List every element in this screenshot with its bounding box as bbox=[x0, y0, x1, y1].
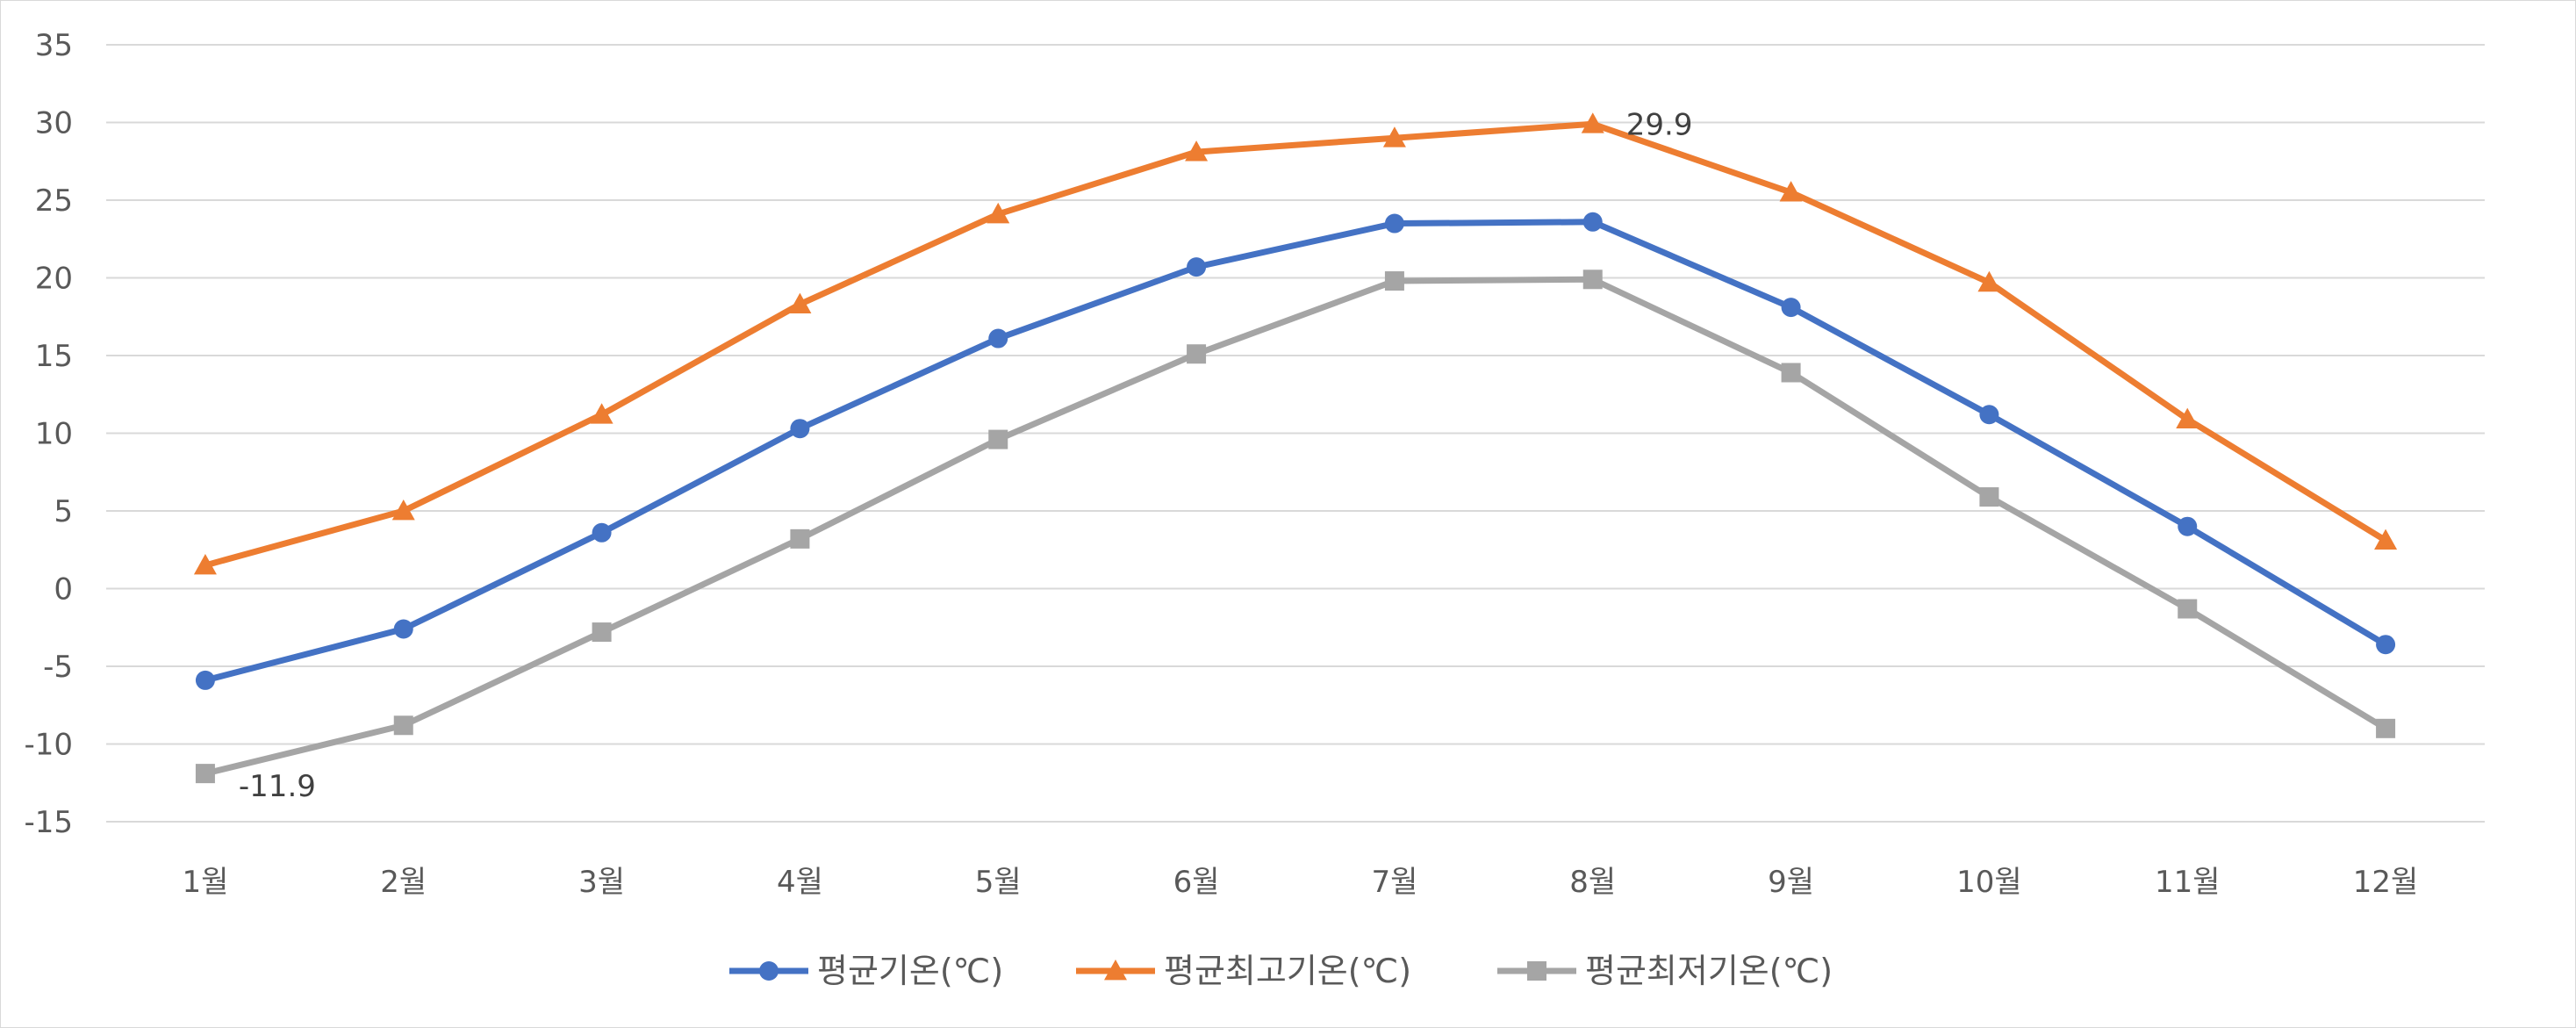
y-tick-label: 15 bbox=[35, 339, 73, 374]
x-tick-label: 9월 bbox=[1768, 865, 1814, 900]
legend-label: 평균최저기온(℃) bbox=[1585, 952, 1833, 990]
data-point-marker bbox=[1185, 140, 1209, 162]
data-point-marker bbox=[393, 715, 413, 736]
data-point-marker bbox=[2176, 407, 2199, 428]
data-point-marker bbox=[1979, 405, 1999, 425]
data-point-marker bbox=[393, 619, 413, 639]
data-point-marker bbox=[1187, 257, 1207, 277]
data-point-marker bbox=[2376, 635, 2396, 655]
data-point-marker bbox=[1977, 270, 2001, 292]
legend-item: 평균최저기온(℃) bbox=[1497, 952, 1833, 990]
y-tick-label: 35 bbox=[35, 28, 73, 63]
legend-label: 평균최고기온(℃) bbox=[1164, 952, 1411, 990]
data-point-marker bbox=[2178, 516, 2198, 536]
legend: 평균기온(℃) 평균최고기온(℃) 평균최저기온(℃) bbox=[729, 952, 1833, 990]
data-point-marker bbox=[391, 500, 415, 521]
data-labels: 29.9 -11.9 bbox=[239, 107, 1693, 804]
x-tick-label: 6월 bbox=[1173, 865, 1220, 900]
data-label: 29.9 bbox=[1626, 107, 1693, 142]
x-tick-label: 12월 bbox=[2353, 865, 2419, 900]
data-point-marker bbox=[1781, 363, 1801, 383]
y-tick-label: 30 bbox=[35, 106, 73, 141]
x-tick-label: 3월 bbox=[578, 865, 625, 900]
x-tick-label: 5월 bbox=[975, 865, 1022, 900]
data-point-marker bbox=[1384, 213, 1404, 234]
y-tick-label: 5 bbox=[54, 494, 73, 529]
x-tick-label: 7월 bbox=[1371, 865, 1417, 900]
y-tick-label: 10 bbox=[35, 417, 73, 452]
data-point-marker bbox=[1582, 212, 1603, 232]
data-point-marker bbox=[788, 292, 812, 313]
data-point-marker bbox=[592, 622, 612, 643]
x-tick-label: 10월 bbox=[1956, 865, 2022, 900]
data-point-marker bbox=[1581, 112, 1604, 133]
series-1 bbox=[195, 212, 2396, 690]
x-tick-label: 2월 bbox=[380, 865, 427, 900]
y-tick-label: -15 bbox=[24, 805, 73, 840]
x-tick-label: 8월 bbox=[1569, 865, 1616, 900]
legend-swatch-marker bbox=[1104, 960, 1127, 981]
series-3 bbox=[195, 270, 2396, 784]
series-2 bbox=[193, 112, 2398, 575]
data-point-marker bbox=[790, 419, 810, 439]
legend-swatch-marker bbox=[1527, 961, 1546, 981]
x-tick-label: 1월 bbox=[182, 865, 228, 900]
series-line bbox=[202, 276, 2389, 777]
y-tick-label: -10 bbox=[24, 728, 73, 763]
series-group bbox=[193, 112, 2398, 784]
data-point-marker bbox=[193, 553, 217, 575]
x-tick-label: 4월 bbox=[777, 865, 823, 900]
data-point-marker bbox=[1779, 181, 1803, 202]
data-point-marker bbox=[195, 670, 215, 690]
data-point-marker bbox=[592, 522, 612, 543]
x-axis-ticks: 1월 2월 3월 4월 5월 6월 7월 8월 9월 10월 11월 12월 bbox=[182, 865, 2418, 900]
y-axis-ticks: -15 -10 -5 0 5 10 15 20 25 30 35 bbox=[24, 28, 73, 840]
legend-item: 평균기온(℃) bbox=[729, 952, 1003, 990]
legend-item: 평균최고기온(℃) bbox=[1076, 952, 1411, 990]
data-point-marker bbox=[2178, 599, 2198, 619]
data-point-marker bbox=[1979, 487, 1999, 507]
data-point-marker bbox=[590, 403, 614, 424]
data-point-marker bbox=[1384, 271, 1404, 291]
y-tick-label: -5 bbox=[43, 650, 73, 685]
data-point-marker bbox=[988, 429, 1008, 449]
gridlines bbox=[106, 44, 2485, 823]
y-tick-label: 25 bbox=[35, 183, 73, 219]
data-point-marker bbox=[2376, 718, 2396, 738]
data-point-marker bbox=[790, 528, 810, 549]
data-point-marker bbox=[988, 328, 1008, 349]
data-point-marker bbox=[987, 202, 1010, 224]
y-tick-label: 0 bbox=[54, 572, 73, 607]
series-line bbox=[202, 219, 2389, 684]
data-point-marker bbox=[1382, 126, 1406, 147]
data-point-marker bbox=[2374, 528, 2398, 550]
data-label: -11.9 bbox=[239, 769, 316, 804]
x-tick-label: 11월 bbox=[2155, 865, 2221, 900]
data-point-marker bbox=[1781, 298, 1801, 318]
legend-label: 평균기온(℃) bbox=[817, 952, 1003, 990]
series-line bbox=[202, 120, 2389, 569]
legend-swatch-marker bbox=[759, 961, 779, 981]
data-point-marker bbox=[195, 764, 215, 784]
y-tick-label: 20 bbox=[35, 262, 73, 297]
data-point-marker bbox=[1582, 270, 1603, 290]
data-point-marker bbox=[1187, 344, 1207, 364]
